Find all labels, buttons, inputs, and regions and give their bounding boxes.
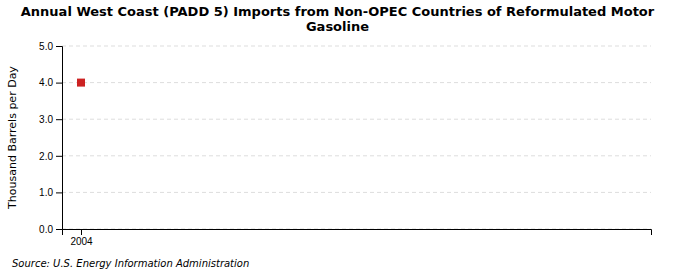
x-tick-label: 2004 [70, 236, 93, 247]
points [77, 79, 85, 87]
y-axis-line [56, 47, 63, 230]
y-tick-mark [56, 229, 62, 230]
y-tick-label: 4.0 [39, 77, 53, 88]
y-tick-label: 5.0 [39, 41, 53, 52]
y-tick: 4.0 [39, 77, 62, 88]
y-tick: 3.0 [39, 114, 62, 125]
grid-line [62, 119, 651, 120]
point [77, 79, 85, 87]
y-tick-label: 1.0 [39, 187, 53, 198]
y-tick: 2.0 [39, 151, 62, 162]
title-line: Annual West Coast (PADD 5) Imports from … [21, 4, 655, 19]
plot: 2004 0.0 1.0 2.0 3.0 4.0 5.0 [39, 41, 651, 247]
y-tick-mark [56, 192, 62, 193]
chart: Annual West Coast (PADD 5) Imports from … [0, 0, 675, 275]
x-tick-mark [81, 229, 82, 235]
y-axis: 0.0 1.0 2.0 3.0 4.0 5.0 [39, 41, 62, 235]
title: Annual West Coast (PADD 5) Imports from … [21, 4, 655, 34]
y-tick-mark [56, 156, 62, 157]
y-tick-mark [56, 119, 62, 120]
y-tick-label: 3.0 [39, 114, 53, 125]
y-tick: 0.0 [39, 224, 62, 235]
grid-line [62, 155, 651, 156]
x-axis: 2004 [63, 229, 652, 247]
y-tick: 5.0 [39, 41, 62, 52]
x-axis-line [63, 230, 652, 236]
y-tick-mark [56, 83, 62, 84]
x-tick: 2004 [70, 229, 93, 247]
title-line: Gasoline [306, 19, 369, 34]
y-tick-label: 0.0 [39, 224, 53, 235]
y-tick: 1.0 [39, 187, 62, 198]
y-tick-mark [56, 46, 62, 47]
y-tick-label: 2.0 [39, 151, 53, 162]
grid-line [62, 192, 651, 193]
source: Source: U.S. Energy Information Administ… [12, 258, 249, 269]
grid-line [62, 46, 651, 47]
y-axis-title: Thousand Barrels per Day [6, 66, 19, 210]
grid [62, 46, 651, 229]
grid-line [62, 82, 651, 83]
